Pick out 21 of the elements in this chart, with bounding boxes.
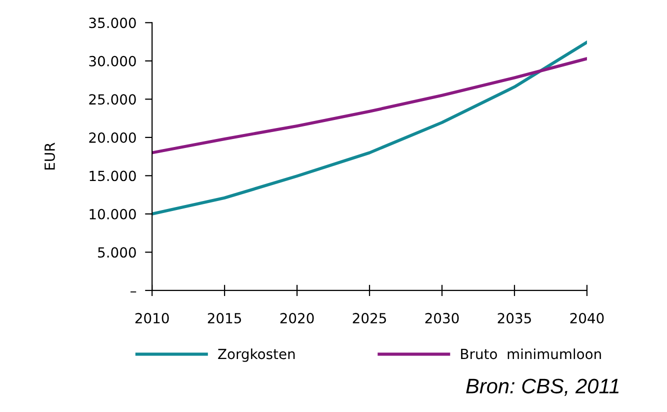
y-tick-label: 10.000 — [90, 208, 136, 220]
x-tick-label: 2015 — [208, 312, 242, 324]
y-tick-label: 35.000 — [89, 18, 136, 28]
legend-label: Zorgkosten — [218, 348, 295, 362]
text: Bron: CBS, 2011 — [466, 378, 619, 396]
y-tick-label: 25.000 — [89, 94, 136, 105]
line-series — [152, 40, 587, 216]
x-tick-label: 2025 — [352, 312, 386, 324]
x-tick-label: 2010 — [135, 312, 169, 324]
y-tick-label: 15.000 — [90, 170, 136, 182]
x-tick-label: 2040 — [570, 312, 604, 324]
y-tick-label: – — [130, 291, 136, 292]
y-tick-label: 30.000 — [89, 56, 136, 66]
x-tick-label: 2030 — [425, 312, 459, 324]
x-tick-label: 2020 — [280, 312, 314, 324]
line-series — [152, 57, 587, 154]
x-tick-label: 2035 — [498, 312, 531, 324]
y-axis-title: EUR — [44, 142, 55, 170]
y-tick-label: 5.000 — [98, 247, 136, 258]
y-tick-label: 20.000 — [89, 132, 136, 143]
legend-label: Bruto minimumloon — [461, 348, 601, 360]
